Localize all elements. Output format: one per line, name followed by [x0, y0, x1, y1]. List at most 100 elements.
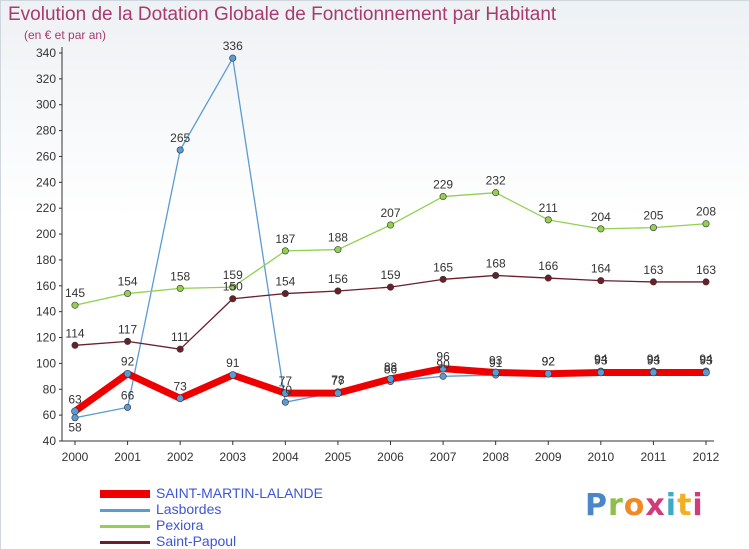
data-point — [649, 368, 658, 377]
data-point — [176, 394, 184, 403]
legend-item-saint-martin-lalande[interactable]: SAINT-MARTIN-LALANDE — [100, 485, 400, 502]
data-point — [281, 389, 290, 397]
y-tick-label: 140 — [36, 305, 56, 319]
data-label: 91 — [226, 356, 240, 370]
legend-swatch — [100, 490, 150, 498]
data-point — [176, 284, 184, 292]
data-point — [544, 216, 552, 224]
data-label: 154 — [275, 275, 295, 289]
data-point — [71, 341, 79, 349]
data-label: 205 — [643, 209, 663, 223]
y-tick-label: 60 — [43, 408, 57, 422]
x-tick-label: 2009 — [535, 450, 562, 464]
data-label: 187 — [275, 232, 295, 246]
data-label: 154 — [118, 275, 138, 289]
legend-item-pexiora[interactable]: Pexiora — [100, 517, 400, 534]
data-label: 77 — [279, 374, 293, 388]
x-tick-label: 2006 — [377, 450, 404, 464]
chart-title: Evolution de la Dotation Globale de Fonc… — [8, 4, 557, 25]
data-point — [123, 369, 132, 378]
data-point — [176, 345, 184, 353]
data-label: 93 — [647, 353, 661, 367]
y-tick-label: 160 — [36, 279, 56, 293]
data-point — [229, 295, 237, 303]
y-tick-label: 40 — [43, 434, 57, 448]
data-point — [71, 301, 79, 309]
legend-swatch — [100, 541, 150, 544]
data-point — [439, 372, 447, 380]
legend-swatch — [100, 509, 150, 512]
data-label: 88 — [384, 360, 398, 374]
data-point — [702, 368, 710, 377]
data-label: 94 — [699, 352, 713, 366]
x-tick-label: 2012 — [693, 450, 720, 464]
data-label: 211 — [539, 201, 558, 215]
data-label: 336 — [223, 39, 243, 53]
legend-item-lasbordes[interactable]: Lasbordes — [100, 501, 400, 518]
data-label: 94 — [647, 352, 661, 366]
data-point — [229, 54, 237, 62]
data-point — [702, 278, 710, 286]
data-point — [71, 407, 79, 416]
legend-item-saint-papoul[interactable]: Saint-Papoul — [100, 533, 400, 550]
data-label: 92 — [542, 355, 556, 369]
y-tick-label: 260 — [36, 149, 56, 163]
data-label: 66 — [121, 388, 135, 402]
data-label: 204 — [591, 210, 611, 224]
data-point — [124, 290, 132, 298]
data-label: 163 — [696, 263, 716, 277]
proxiti-logo: Proxiti — [585, 488, 704, 523]
x-tick-label: 2010 — [587, 450, 614, 464]
data-label: 163 — [643, 263, 663, 277]
y-tick-label: 120 — [36, 331, 56, 345]
data-point — [386, 375, 395, 383]
data-label: 90 — [436, 357, 450, 371]
x-tick-label: 2003 — [219, 450, 246, 464]
data-point — [544, 274, 552, 282]
data-label: 145 — [65, 286, 85, 300]
data-label: 229 — [433, 178, 453, 192]
data-label: 77 — [331, 374, 345, 388]
chart-subtitle: (en € et par an) — [24, 28, 107, 42]
x-tick-label: 2007 — [430, 450, 457, 464]
data-point — [281, 247, 289, 255]
data-label: 93 — [699, 353, 713, 367]
x-tick-label: 2002 — [167, 450, 194, 464]
data-point — [334, 246, 342, 254]
data-point — [649, 278, 657, 286]
data-label: 159 — [223, 268, 243, 282]
data-point — [597, 368, 605, 377]
data-label: 92 — [542, 355, 556, 369]
data-point — [597, 277, 605, 285]
data-point — [386, 221, 394, 229]
data-label: 93 — [489, 353, 503, 367]
data-label: 93 — [594, 353, 608, 367]
x-tick-label: 2001 — [114, 450, 141, 464]
data-label: 232 — [486, 174, 506, 188]
data-point — [334, 389, 342, 397]
data-label: 58 — [68, 421, 82, 435]
data-point — [649, 224, 657, 232]
data-point — [334, 287, 342, 295]
data-label: 166 — [538, 259, 558, 273]
data-label: 188 — [328, 231, 348, 245]
data-point — [124, 403, 132, 411]
data-label: 156 — [328, 272, 348, 286]
legend-label: Saint-Papoul — [156, 533, 237, 549]
data-point — [229, 283, 237, 291]
data-label: 86 — [384, 363, 398, 377]
y-tick-label: 340 — [36, 46, 56, 60]
data-label: 207 — [380, 206, 400, 220]
data-point — [492, 189, 500, 197]
data-point — [281, 290, 289, 298]
x-tick-label: 2005 — [325, 450, 352, 464]
data-label: 117 — [118, 322, 137, 336]
data-point — [597, 225, 605, 233]
y-tick-label: 100 — [36, 356, 56, 370]
data-point — [439, 275, 447, 283]
legend-label: Pexiora — [156, 517, 204, 533]
data-point — [439, 193, 447, 201]
y-tick-label: 240 — [36, 175, 56, 189]
y-tick-label: 80 — [43, 382, 57, 396]
